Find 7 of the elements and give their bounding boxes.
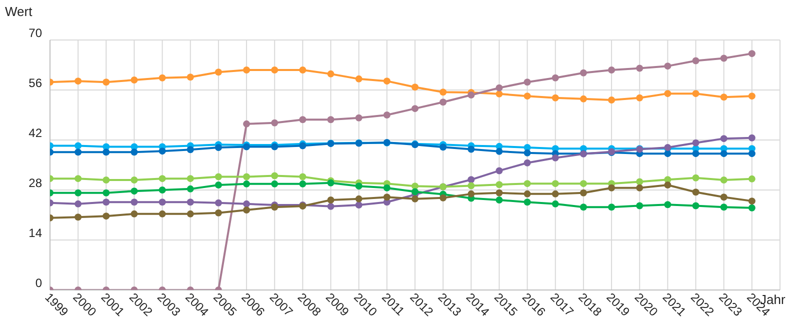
y-axis-title: Wert <box>5 4 32 19</box>
y-tick-label: 28 <box>28 176 42 190</box>
y-tick-label: 0 <box>35 276 42 290</box>
y-tick-label: 42 <box>28 126 42 140</box>
y-tick-label: 14 <box>28 226 42 240</box>
y-tick-label: 70 <box>28 26 42 40</box>
y-tick-label: 56 <box>28 76 42 90</box>
